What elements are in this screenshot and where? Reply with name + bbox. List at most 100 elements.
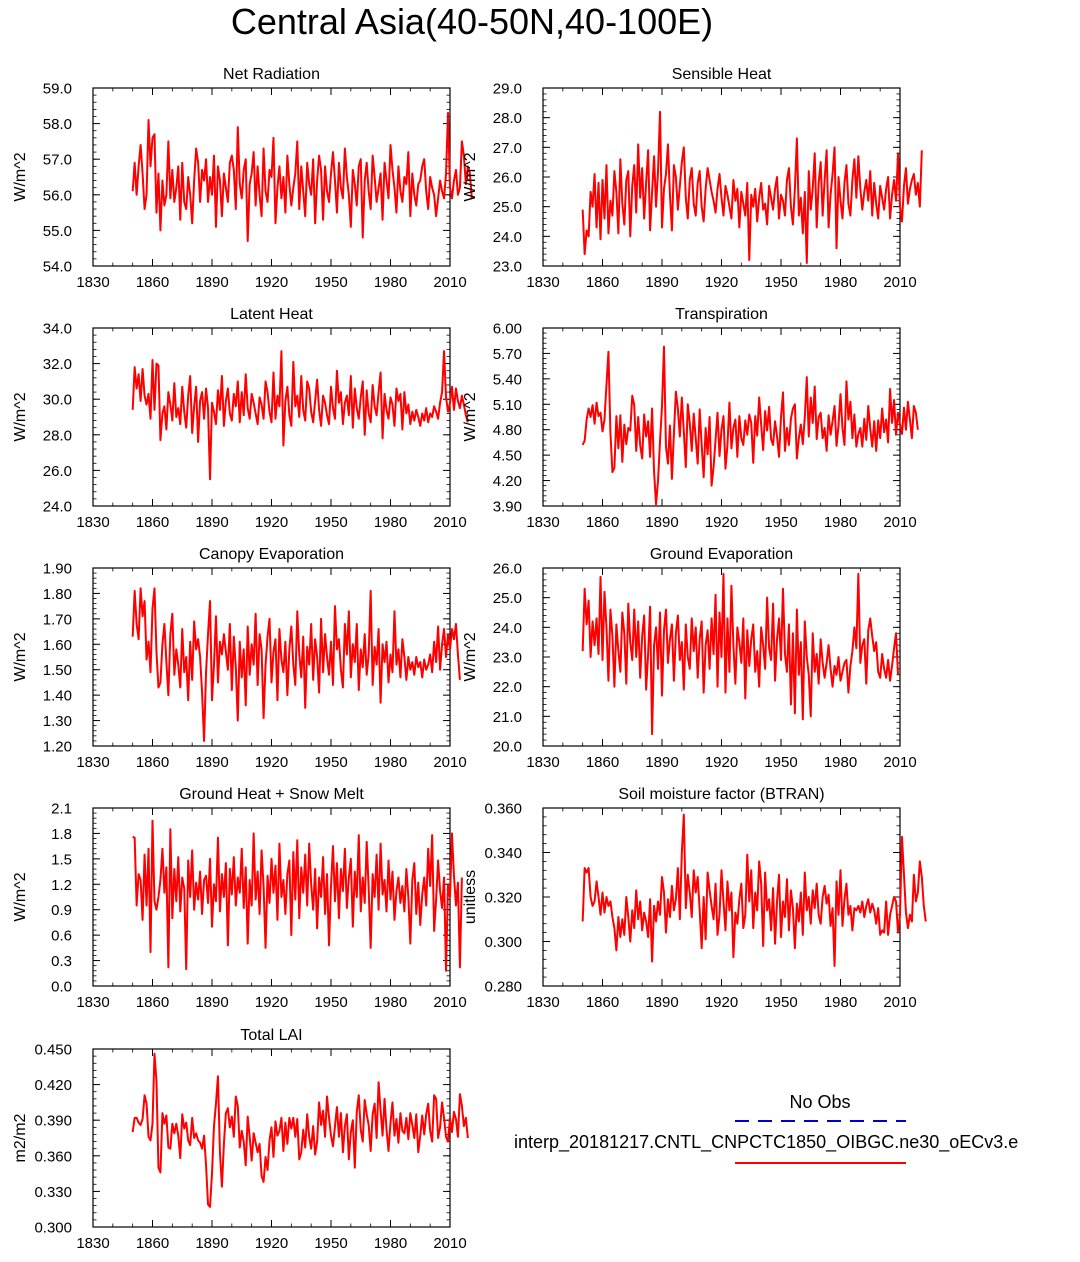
y-tick-label: 1.2: [51, 877, 72, 894]
y-tick-label: 54.0: [43, 259, 72, 276]
panel-title: Ground Heat + Snow Melt: [179, 786, 364, 803]
y-tick-label: 1.8: [51, 826, 72, 843]
y-axis-label: W/m^2: [12, 872, 29, 921]
x-tick-label: 1920: [255, 754, 288, 771]
y-tick-label: 1.90: [43, 561, 72, 578]
chart-panel-8: Total LAI m2/m2 1830 1860 1890 1920 1950 1980 20…: [12, 1027, 469, 1252]
x-tick-label: 1920: [255, 514, 288, 531]
y-tick-label: 1.80: [43, 586, 72, 603]
x-tick-label: 1980: [374, 1235, 407, 1252]
series-line: [131, 111, 473, 243]
series-line: [131, 587, 461, 742]
legend: No Obs interp_20181217.CNTL_CNPCTC1850_O…: [514, 1092, 1018, 1164]
x-tick-label: 1830: [76, 994, 109, 1011]
y-tick-label: 26.0: [493, 170, 522, 187]
x-tick-label: 1950: [314, 274, 347, 291]
plot-frame: [542, 327, 901, 507]
x-tick-label: 1860: [136, 994, 169, 1011]
x-tick-label: 1830: [76, 274, 109, 291]
x-tick-label: 1890: [195, 994, 228, 1011]
y-tick-label: 25.0: [493, 590, 522, 607]
chart-panel-6: Ground Heat + Snow Melt W/m^2 1830 1860 1890…: [12, 786, 467, 1011]
x-tick-label: 1950: [764, 994, 797, 1011]
y-tick-label: 0.340: [484, 845, 522, 862]
y-axis-label: m2/m2: [12, 1113, 29, 1162]
y-tick-label: 4.50: [493, 448, 522, 465]
x-tick-label: 1830: [526, 754, 559, 771]
y-axis-label: unitless: [462, 870, 479, 924]
panel-grid: Net Radiation W/m^2 1830 1860 1890 1920 1950 19…: [12, 66, 927, 1252]
y-tick-label: 29.0: [493, 81, 522, 98]
x-tick-label: 1860: [136, 754, 169, 771]
x-tick-label: 2010: [883, 274, 916, 291]
y-tick-label: 55.0: [43, 223, 72, 240]
panel-title: Total LAI: [240, 1027, 302, 1044]
x-tick-label: 1920: [705, 754, 738, 771]
y-tick-label: 28.0: [43, 427, 72, 444]
y-tick-label: 4.80: [493, 422, 522, 439]
y-tick-label: 57.0: [43, 152, 72, 169]
x-tick-label: 1890: [645, 514, 678, 531]
y-tick-label: 56.0: [43, 187, 72, 204]
x-tick-label: 1830: [526, 994, 559, 1011]
x-tick-label: 1830: [526, 514, 559, 531]
y-tick-label: 0.0: [51, 979, 72, 996]
y-tick-label: 22.0: [493, 679, 522, 696]
y-tick-label: 0.360: [34, 1148, 72, 1165]
x-tick-label: 1860: [136, 1235, 169, 1252]
x-tick-label: 2010: [433, 994, 466, 1011]
figure-title: Central Asia(40-50N,40-100E): [231, 1, 713, 42]
chart-panel-0: Net Radiation W/m^2 1830 1860 1890 1920 1950 19…: [12, 66, 473, 291]
panel-title: Ground Evaporation: [650, 546, 793, 563]
x-tick-label: 1950: [764, 514, 797, 531]
panel-title: Soil moisture factor (BTRAN): [618, 786, 824, 803]
x-tick-label: 1830: [76, 514, 109, 531]
y-axis-label: W/m^2: [462, 392, 479, 441]
y-tick-label: 24.0: [493, 620, 522, 637]
y-tick-label: 0.300: [34, 1220, 72, 1237]
chart-panel-5: Ground Evaporation W/m^2 1830 1860 1890 1920 1…: [462, 546, 917, 771]
panel-title: Latent Heat: [230, 306, 313, 323]
y-tick-label: 5.10: [493, 397, 522, 414]
y-tick-label: 0.280: [484, 979, 522, 996]
chart-panel-3: Transpiration W/m^2 1830 1860 1890 1920 1950 19…: [462, 306, 919, 531]
x-tick-label: 1980: [824, 994, 857, 1011]
series-line: [132, 819, 463, 972]
x-tick-label: 1890: [645, 994, 678, 1011]
x-tick-label: 1980: [374, 274, 407, 291]
x-tick-label: 1860: [136, 514, 169, 531]
y-tick-label: 27.0: [493, 140, 522, 157]
y-tick-label: 59.0: [43, 81, 72, 98]
x-tick-label: 2010: [883, 754, 916, 771]
series-line: [581, 345, 919, 506]
x-tick-label: 1830: [76, 1235, 109, 1252]
x-tick-label: 1950: [314, 1235, 347, 1252]
x-tick-label: 1890: [195, 1235, 228, 1252]
y-axis-label: W/m^2: [12, 632, 29, 681]
x-tick-label: 1950: [764, 754, 797, 771]
x-tick-label: 1950: [314, 514, 347, 531]
y-tick-label: 32.0: [43, 356, 72, 373]
x-tick-label: 1980: [374, 994, 407, 1011]
x-tick-label: 1860: [586, 754, 619, 771]
y-tick-label: 3.90: [493, 499, 522, 516]
y-tick-label: 0.300: [484, 934, 522, 951]
x-tick-label: 1920: [255, 994, 288, 1011]
y-tick-label: 21.0: [493, 709, 522, 726]
x-tick-label: 2010: [883, 994, 916, 1011]
x-tick-label: 1860: [586, 994, 619, 1011]
y-axis-label: W/m^2: [12, 392, 29, 441]
x-tick-label: 1980: [824, 754, 857, 771]
x-tick-label: 1890: [195, 754, 228, 771]
y-tick-label: 34.0: [43, 321, 72, 338]
y-tick-label: 5.70: [493, 346, 522, 363]
y-tick-label: 2.1: [51, 801, 72, 818]
x-tick-label: 1950: [314, 754, 347, 771]
y-tick-label: 0.9: [51, 902, 72, 919]
series-line: [581, 813, 927, 967]
y-tick-label: 0.320: [484, 890, 522, 907]
y-tick-label: 23.0: [493, 650, 522, 667]
chart-panel-1: Sensible Heat W/m^2 1830 1860 1890 1920 1950 19…: [462, 66, 923, 291]
x-tick-label: 1980: [374, 754, 407, 771]
